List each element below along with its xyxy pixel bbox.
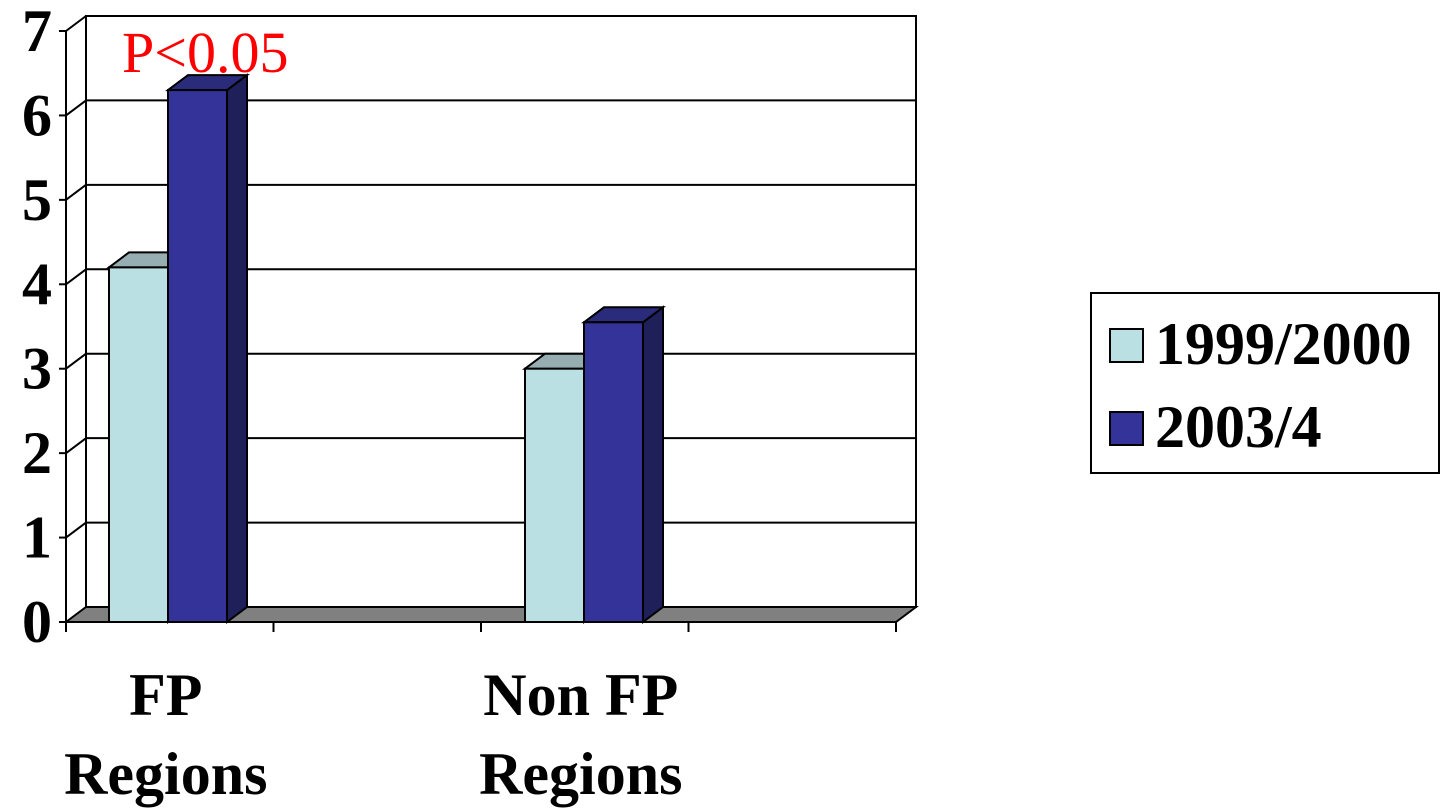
y-tick-label: 2 <box>22 420 52 486</box>
side-gridline <box>65 184 87 201</box>
y-tick-label: 6 <box>22 82 52 148</box>
legend-swatch <box>1109 411 1144 446</box>
legend-label: 1999/2000 <box>1155 311 1412 377</box>
side-gridline <box>65 99 87 117</box>
bar-front <box>583 321 644 623</box>
y-tick-label: 7 <box>22 0 52 64</box>
bars <box>106 73 666 624</box>
side-gridline <box>65 352 87 370</box>
y-tick-label: 3 <box>22 336 52 402</box>
category-label: FP <box>129 662 202 728</box>
category-label: Regions <box>479 741 682 807</box>
side-wall-top <box>65 15 87 32</box>
legend-box <box>1090 292 1440 474</box>
significance-annotation: P<0.05 <box>122 20 288 85</box>
y-tick-label: 0 <box>22 589 52 655</box>
x-axis-category-labels: FP Regions Non FP Regions <box>64 662 682 807</box>
y-axis-tick-labels: 0 1 2 3 4 5 6 7 <box>22 0 52 655</box>
side-gridline <box>65 268 87 286</box>
bar-front <box>108 266 169 623</box>
side-gridline <box>65 521 87 539</box>
legend-label: 2003/4 <box>1155 394 1322 460</box>
y-tick-label: 1 <box>22 505 52 571</box>
bar-side <box>226 73 248 624</box>
y-tick-label: 5 <box>22 167 52 233</box>
bar <box>581 305 666 624</box>
bar <box>165 73 250 624</box>
side-gridline <box>65 437 87 454</box>
axes <box>59 30 897 632</box>
y-tick-label: 4 <box>22 251 52 317</box>
legend-swatch <box>1109 328 1144 363</box>
bar-front <box>524 367 585 624</box>
category-label: Non FP <box>483 662 678 728</box>
legend: 1999/2000 2003/4 <box>1090 292 1440 474</box>
bar-side <box>642 305 664 624</box>
bar-front <box>167 89 228 624</box>
category-label: Regions <box>64 741 267 807</box>
